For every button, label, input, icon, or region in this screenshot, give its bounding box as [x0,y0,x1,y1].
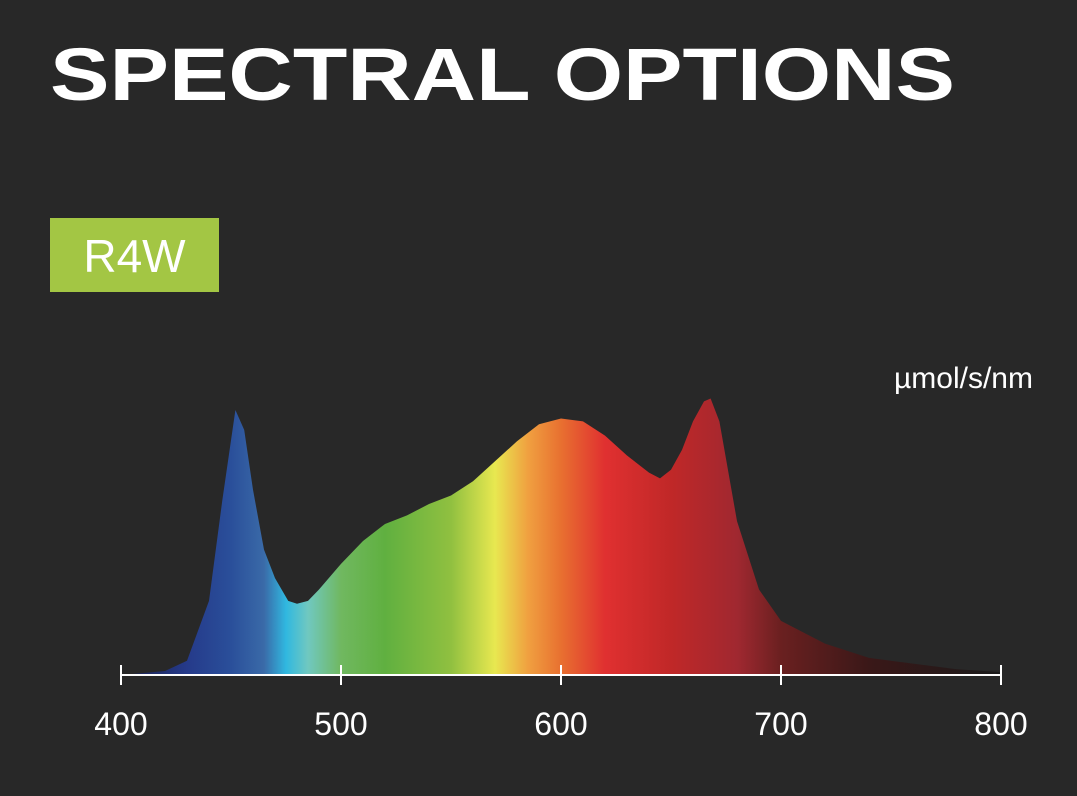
x-tick-label: 800 [974,706,1027,742]
x-tick-label: 500 [314,706,367,742]
x-tick-label: 700 [754,706,807,742]
x-tick-label: 600 [534,706,587,742]
badge-label: R4W [83,230,186,282]
spectrum-area [121,398,1001,675]
y-axis-label: µmol/s/nm [894,362,1033,395]
plot-area: 400 500 600 700 800 [94,398,1028,742]
badge-box [50,218,219,292]
x-tick-label: 400 [94,706,147,742]
title: SPECTRAL OPTIONS [50,33,955,116]
